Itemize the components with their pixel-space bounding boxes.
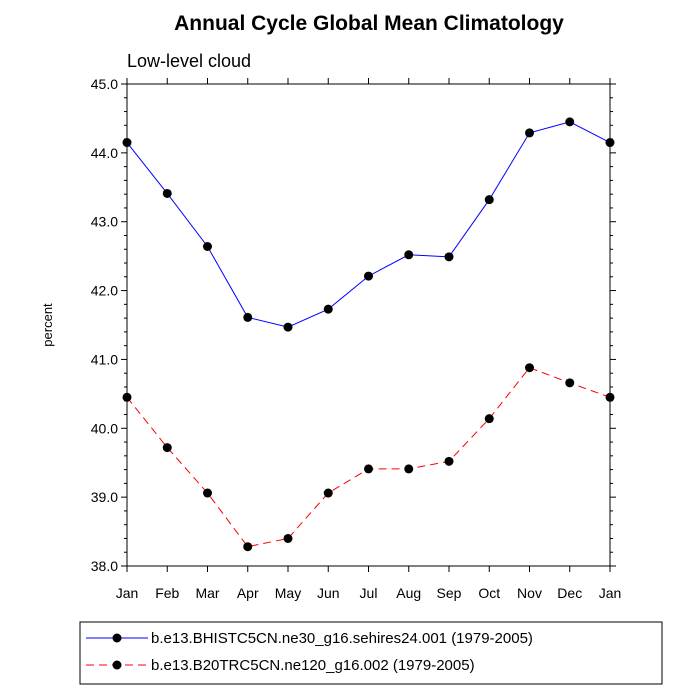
x-tick-label: Nov (517, 585, 542, 601)
x-tick-label: Apr (237, 585, 259, 601)
x-tick-label: Sep (437, 585, 462, 601)
data-point (283, 533, 293, 543)
y-tick-label: 45.0 (91, 76, 118, 92)
series-2 (122, 363, 615, 552)
x-tick-label: Jan (599, 585, 622, 601)
data-point (283, 322, 293, 332)
series-line (126, 367, 611, 548)
data-point (484, 414, 494, 424)
data-point (243, 312, 253, 322)
y-tick-label: 42.0 (91, 283, 118, 299)
y-tick-label: 39.0 (91, 489, 118, 505)
data-point (404, 464, 414, 474)
x-tick-label: Oct (478, 585, 500, 601)
legend: b.e13.BHISTC5CN.ne30_g16.sehires24.001 (… (79, 621, 663, 685)
chart-title: Annual Cycle Global Mean Climatology (174, 12, 564, 35)
plot-frame (126, 83, 611, 567)
y-tick-label: 38.0 (91, 558, 118, 574)
data-point (525, 363, 534, 373)
x-tick-label: Aug (396, 585, 421, 601)
data-point (605, 138, 615, 148)
legend-marker-2 (112, 660, 122, 670)
series-layer (122, 117, 615, 552)
data-point (203, 242, 212, 252)
data-point (404, 250, 414, 260)
x-tick-label: Feb (155, 585, 179, 601)
data-point (444, 456, 454, 466)
y-tick-label: 40.0 (91, 420, 118, 436)
y-tick-label: 44.0 (91, 145, 118, 161)
data-point (364, 464, 373, 474)
data-point (444, 252, 454, 262)
x-tick-label: Dec (557, 585, 582, 601)
y-tick-label: 43.0 (91, 214, 118, 230)
data-point (565, 378, 575, 388)
y-tick-label: 41.0 (91, 351, 118, 367)
x-tick-label: Mar (195, 585, 219, 601)
data-point (565, 117, 575, 127)
data-point (122, 392, 132, 402)
data-point (484, 195, 494, 205)
data-point (203, 488, 212, 498)
legend-label-2: b.e13.B20TRC5CN.ne120_g16.002 (1979-2005… (151, 657, 475, 674)
data-point (162, 443, 172, 453)
chart-subtitle: Low-level cloud (127, 51, 251, 71)
x-tick-label: Jul (360, 585, 378, 601)
data-point (364, 271, 373, 281)
axis-ticks: 38.0 39.0 40.0 41.0 42.0 43.0 44.0 45.0 Jan Feb Ma… (91, 76, 622, 601)
series-1 (122, 117, 615, 332)
legend-box (79, 621, 663, 685)
data-point (162, 188, 172, 198)
legend-marker-1 (112, 633, 122, 643)
data-point (323, 304, 333, 314)
series-line (126, 121, 611, 328)
legend-label-1: b.e13.BHISTC5CN.ne30_g16.sehires24.001 (… (151, 630, 533, 647)
y-axis-label: percent (40, 303, 55, 347)
x-tick-label: Jun (317, 585, 340, 601)
data-point (525, 128, 534, 138)
data-point (122, 138, 132, 148)
x-tick-label: Jan (116, 585, 139, 601)
data-point (605, 392, 615, 402)
data-point (243, 542, 253, 552)
x-tick-label: May (275, 585, 301, 601)
data-point (323, 488, 333, 498)
